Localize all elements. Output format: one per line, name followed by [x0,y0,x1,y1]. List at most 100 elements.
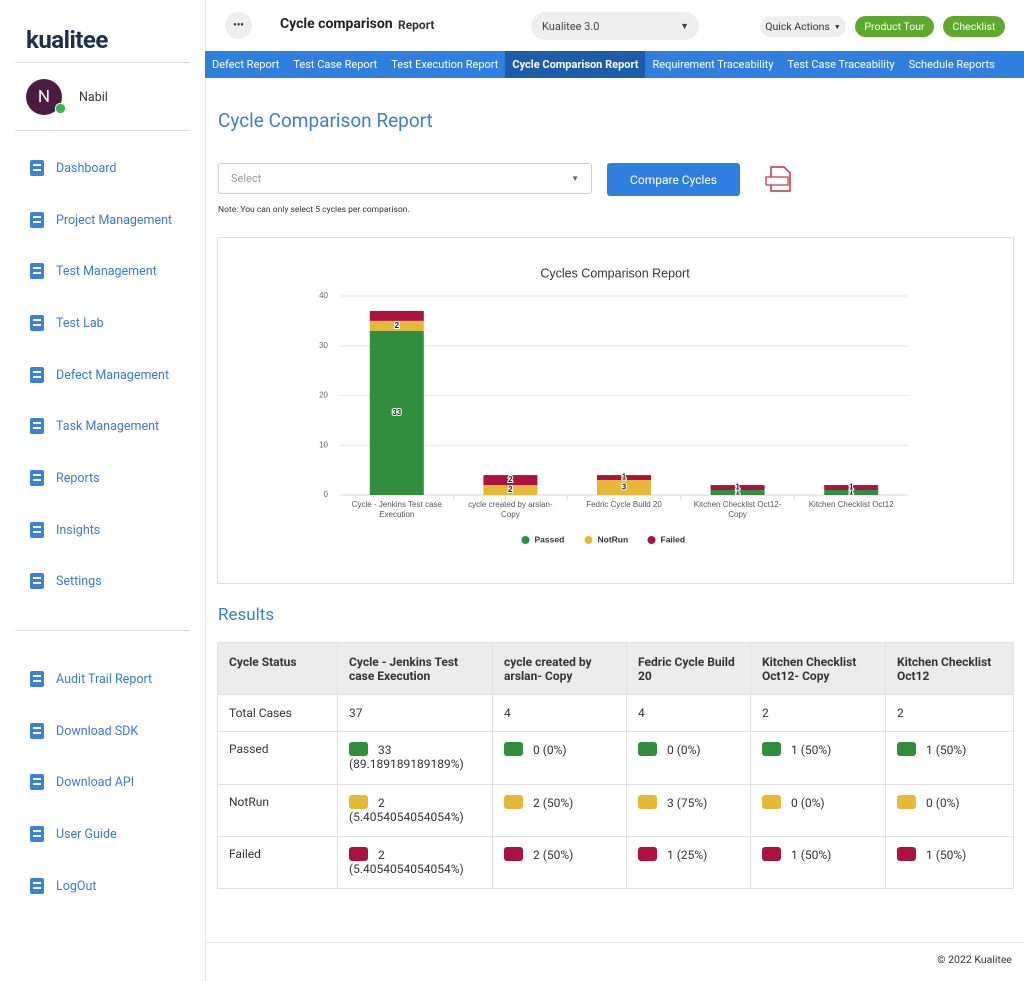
tab[interactable]: Defect Report [212,58,280,71]
tab[interactable]: Test Execution Report [391,58,499,71]
logo[interactable]: kualitee [26,26,108,54]
nav-label: Audit Trail Report [56,671,153,687]
icon-detail [33,675,41,677]
icon-detail [33,830,41,832]
table-cell: 1 (50%) [885,731,1014,785]
x-label-box: cycle created by arslan- Copy [468,500,552,519]
icon-shape [30,774,44,790]
tab[interactable]: Cycle Comparison Report [505,51,646,78]
cell-text: 4 [638,706,645,720]
sidebar: kualitee N Nabil Dashboard Project Manage… [0,0,206,981]
nav-icon [30,263,44,279]
table-cell: 1 (50%) [885,836,1014,889]
header-cell: Cycle Status [217,642,338,695]
project-dropdown[interactable]: Kualitee 3.0 ▼ [531,12,699,40]
table-cell: 33 (89.189189189189%) [337,731,493,785]
x-label-box: Kitchen Checklist Oct12 [808,500,894,509]
pdf-export[interactable] [764,164,794,194]
header-cell: Kitchen Checklist Oct12- Copy [750,642,886,695]
tab[interactable]: Schedule Reports [908,58,995,71]
nav-item[interactable]: User Guide [28,825,117,843]
status-swatch [762,742,781,756]
table-cell: 1 (50%) [750,836,886,889]
icon-detail [33,267,41,269]
nav-item[interactable]: Reports [28,469,100,487]
bar-segment [483,485,538,495]
legend-marker [584,536,593,544]
table-row: Total Cases 37 4 4 2 2 [217,694,1014,732]
y-tick-label: 40 [319,291,328,300]
cell-text: 0 (0%) [926,796,960,810]
cycle-select[interactable]: Select ▼ [218,163,592,194]
icon-shape [30,212,44,228]
table-cell: 2 [750,694,886,732]
nav-item[interactable]: Insights [28,521,100,539]
bar-segment [369,330,424,495]
quick-actions[interactable]: Quick Actions ▼ [760,16,846,37]
menu-button[interactable]: ••• [225,12,252,39]
icon-shape [30,878,44,894]
table-cell: 4 [626,694,751,732]
icon-shape [30,826,44,842]
icon-detail [33,319,41,321]
checklist[interactable]: Checklist [943,16,1005,37]
table-cell: 4 [492,694,627,732]
nav-item[interactable]: Download SDK [28,722,138,740]
cell-text: NotRun [229,795,269,809]
icon-detail [33,882,41,884]
x-tick-label: Kitchen Checklist Oct12 [808,500,894,509]
nav-item[interactable]: LogOut [28,877,96,895]
tab[interactable]: Requirement Traceability [652,58,774,71]
icon-detail [33,479,41,481]
icon-detail [33,169,41,171]
status-swatch [349,847,368,861]
status-swatch [638,742,657,756]
icon-shape [30,418,44,434]
quick-actions-label: Quick Actions [765,20,830,33]
nav-icon [30,774,44,790]
table-cell: 2 [885,694,1014,732]
cell-text: Passed [229,742,269,756]
cell-text: 0 (0%) [533,743,567,757]
icon-shape [30,723,44,739]
icon-shape [30,671,44,687]
icon-detail [33,778,41,780]
separator [15,630,190,631]
nav-icon [30,160,44,176]
status-swatch [638,847,657,861]
nav-item[interactable]: Download API [28,773,134,791]
header-cell: Kitchen Checklist Oct12 [885,642,1014,695]
compare-button[interactable]: Compare Cycles [607,163,740,196]
icon-detail [33,526,41,528]
nav-item[interactable]: Defect Management [28,366,169,384]
nav-item[interactable]: Task Management [28,417,159,435]
tab-bar: Defect Report Test Case Report Test Execut… [205,51,1024,78]
cell-text: 37 [349,706,363,720]
table-row: Failed 2 (5.4054054054054%) 2 (50%) 1 (25%)… [217,836,1014,889]
cell-text: 2 (50%) [533,796,574,810]
select-placeholder: Select [231,172,262,185]
tab[interactable]: Test Case Traceability [787,58,895,71]
nav-item[interactable]: Test Lab [28,314,104,332]
results-title: Results [218,605,275,625]
icon-detail [33,531,41,533]
legend-marker [521,536,530,544]
nav-item[interactable]: Project Management [28,211,172,229]
tab[interactable]: Test Case Report [293,58,378,71]
y-tick-label: 30 [319,341,328,350]
cell-text: Failed [229,847,261,861]
cell-text: 2 [897,706,904,720]
nav-item[interactable]: Test Management [28,262,157,280]
nav-item[interactable]: Audit Trail Report [28,670,152,688]
data-label: 2 [508,485,513,494]
table-row: NotRun 2 (5.4054054054054%) 2 (50%) 3 (75%)… [217,784,1014,837]
cell-text: 1 (25%) [667,848,708,862]
nav-item[interactable]: Settings [28,572,102,590]
nav-item[interactable]: Dashboard [28,159,116,177]
x-label-box: Fedric Cycle Build 20 [586,500,662,509]
product-tour[interactable]: Product Tour [855,16,934,37]
avatar[interactable]: N [26,79,62,115]
icon-shape [30,315,44,331]
bar-segment [824,490,879,495]
